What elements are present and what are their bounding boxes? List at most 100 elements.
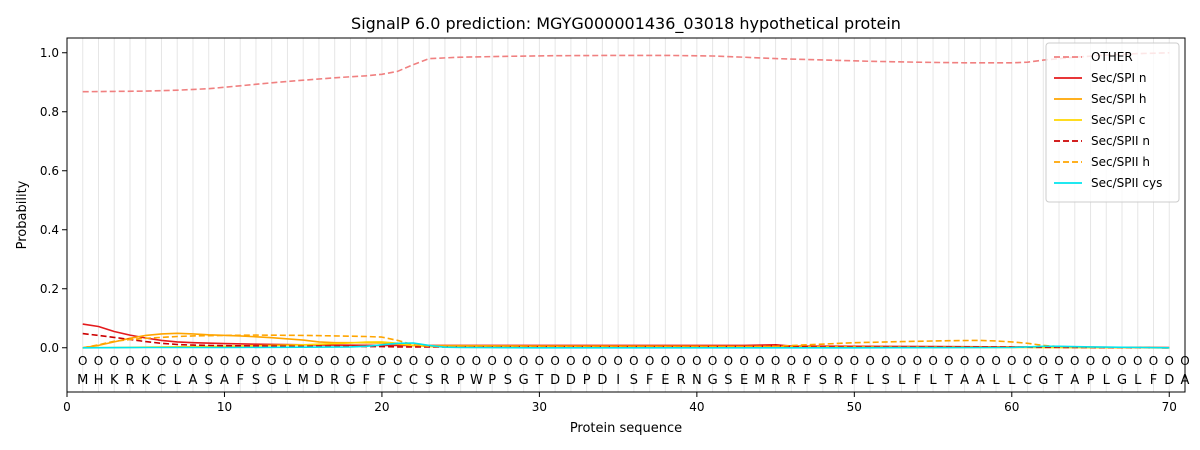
position-marker: O	[1023, 354, 1032, 368]
position-marker: O	[94, 354, 103, 368]
position-marker: O	[881, 354, 890, 368]
plot-frame	[66, 37, 1186, 393]
sequence-letter: F	[362, 373, 369, 388]
sequence-letter: A	[189, 373, 198, 388]
legend-label: Sec/SPII n	[1091, 134, 1150, 148]
sequence-letter: M	[298, 373, 309, 388]
legend-label: Sec/SPI c	[1091, 113, 1145, 127]
position-marker: O	[298, 354, 307, 368]
position-marker: O	[377, 354, 386, 368]
position-marker: O	[739, 354, 748, 368]
position-marker: O	[393, 354, 402, 368]
sequence-letter: P	[583, 373, 591, 388]
x-tick-label: 60	[1004, 400, 1019, 414]
x-grid	[82, 38, 1186, 392]
sequence-letter: S	[425, 373, 433, 388]
sequence-letter: R	[771, 373, 780, 388]
x-tick-label: 70	[1162, 400, 1177, 414]
position-marker: O	[629, 354, 638, 368]
position-marker: O	[960, 354, 969, 368]
position-marker: O	[976, 354, 985, 368]
position-marker: O	[346, 354, 355, 368]
series-line	[82, 342, 1170, 349]
y-tick-label: 0.6	[40, 164, 59, 178]
position-marker: O	[661, 354, 670, 368]
sequence-letter: R	[834, 373, 843, 388]
sequence-letter: L	[898, 373, 906, 388]
position-marker: O	[1086, 354, 1095, 368]
sequence-letter: E	[661, 373, 669, 388]
position-marker: O	[1149, 354, 1158, 368]
position-marker: O	[724, 354, 733, 368]
position-marker: O	[692, 354, 701, 368]
position-marker: O	[1165, 354, 1174, 368]
legend: OTHER Sec/SPI n Sec/SPI h Sec/SPI c Sec/SPII…	[1045, 42, 1180, 203]
position-marker: O	[110, 354, 119, 368]
sequence-letter: S	[252, 373, 260, 388]
sequence-letter: L	[1103, 373, 1111, 388]
position-marker: O	[598, 354, 607, 368]
sequence-letter: S	[882, 373, 890, 388]
x-axis-label: Protein sequence	[570, 421, 682, 436]
sequence-letter: R	[787, 373, 796, 388]
sequence-letter: F	[803, 373, 810, 388]
position-marker: O	[550, 354, 559, 368]
x-tick-label: 0	[63, 400, 71, 414]
position-marker: O	[928, 354, 937, 368]
position-marker: O	[755, 354, 764, 368]
sequence-letter: F	[378, 373, 385, 388]
position-marker: O	[1117, 354, 1126, 368]
position-marker: O	[157, 354, 166, 368]
position-marker: O	[487, 354, 496, 368]
sequence-letter: L	[992, 373, 1000, 388]
position-marker: O	[472, 354, 481, 368]
sequence-letter: L	[174, 373, 182, 388]
position-marker: O	[519, 354, 528, 368]
sequence-letter: D	[314, 373, 324, 388]
y-axis-label: Probability	[15, 180, 30, 249]
x-tick-label: 40	[689, 400, 704, 414]
position-marker: O	[424, 354, 433, 368]
sequence-letter: G	[1117, 373, 1127, 388]
position-marker: O	[708, 354, 717, 368]
position-marker: O	[818, 354, 827, 368]
position-marker: O	[456, 354, 465, 368]
sequence-letter: S	[819, 373, 827, 388]
sequence-letter: R	[125, 373, 134, 388]
sequence-letter: W	[470, 373, 483, 388]
y-tick-label: 1.0	[40, 46, 59, 60]
position-marker: O	[897, 354, 906, 368]
position-marker: O	[850, 354, 859, 368]
position-marker: O	[535, 354, 544, 368]
sequence-letter: C	[409, 373, 418, 388]
sequence-letter: M	[77, 373, 88, 388]
sequence-letter: P	[1087, 373, 1095, 388]
sequence-letter: C	[393, 373, 402, 388]
series-line	[82, 334, 1170, 349]
position-marker: O	[125, 354, 134, 368]
sequence-letter: H	[94, 373, 104, 388]
position-marker: O	[991, 354, 1000, 368]
sequence-letter: R	[677, 373, 686, 388]
position-marker: O	[613, 354, 622, 368]
sequence-letter: F	[914, 373, 921, 388]
sequence-letter: F	[1150, 373, 1157, 388]
sequence-letter: A	[220, 373, 229, 388]
x-axis: 0 10 20 30 40 50 60 70	[63, 392, 1177, 414]
position-marker: O	[172, 354, 181, 368]
sequence-letter: N	[692, 373, 702, 388]
sequence-letter: K	[110, 373, 119, 388]
sequence-letter: E	[740, 373, 748, 388]
sequence-letter: T	[534, 373, 543, 388]
position-marker: O	[251, 354, 260, 368]
position-marker: O	[267, 354, 276, 368]
position-marker: O	[141, 354, 150, 368]
sequence-letter: S	[504, 373, 512, 388]
legend-label: Sec/SPI h	[1091, 92, 1146, 106]
legend-label: Sec/SPII h	[1091, 155, 1150, 169]
y-axis: 0.0 0.2 0.4 0.6 0.8 1.0	[40, 46, 67, 355]
position-marker: O	[1133, 354, 1142, 368]
